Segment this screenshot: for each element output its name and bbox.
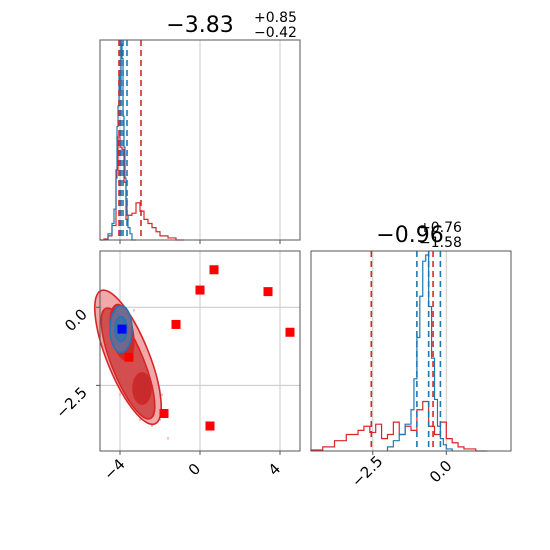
tick-label-x-1: 0 xyxy=(185,460,204,479)
hist2-red-series xyxy=(310,400,488,452)
tick-label-x2-0: −2.5 xyxy=(348,452,386,490)
hist1-frame xyxy=(99,39,301,241)
point-marker-4 xyxy=(285,327,295,337)
point-marker-0 xyxy=(209,265,219,275)
hist2-blue-series xyxy=(386,254,453,451)
hist-param2-panel: −2.5 0.0 xyxy=(310,250,512,491)
param1-title-sub: −0.42 xyxy=(254,25,297,41)
point-marker-3 xyxy=(171,319,181,329)
sample-dot-11 xyxy=(166,437,170,440)
hist1-blue-series xyxy=(107,43,136,241)
sample-dot-12 xyxy=(118,393,122,396)
point-marker-1 xyxy=(195,285,205,295)
param1-title-main: −3.83 xyxy=(166,13,233,38)
hist-param1-panel xyxy=(99,39,301,244)
sample-dot-6 xyxy=(160,393,164,396)
point-marker-5 xyxy=(124,352,134,362)
tick-label-x-0: −4 xyxy=(100,455,128,483)
truth-marker xyxy=(117,324,127,334)
contour-red-3 xyxy=(132,372,152,405)
point-marker-7 xyxy=(205,421,215,431)
tick-label-x-2: 4 xyxy=(265,460,284,479)
param1-title-sup: +0.85 xyxy=(254,10,297,26)
param2-title-sub: −1.58 xyxy=(419,235,462,251)
sample-dot-9 xyxy=(132,309,136,312)
hist2-frame xyxy=(310,250,512,452)
tick-label-x2-1: 0.0 xyxy=(426,457,456,487)
scatter-2d-panel: −4 0 4 0.0 −2.5 xyxy=(52,250,301,484)
param2-title-main: −0.96 xyxy=(376,223,443,248)
hist1-red-series xyxy=(100,136,184,241)
point-marker-6 xyxy=(159,409,169,418)
point-marker-2 xyxy=(263,287,273,297)
tick-label-y-1: −2.5 xyxy=(52,383,90,421)
param2-title-sup: +0.76 xyxy=(419,220,462,236)
param1-title: −3.83 xyxy=(166,13,233,38)
tick-label-y-0: 0.0 xyxy=(61,305,91,335)
sample-dot-5 xyxy=(150,424,154,428)
